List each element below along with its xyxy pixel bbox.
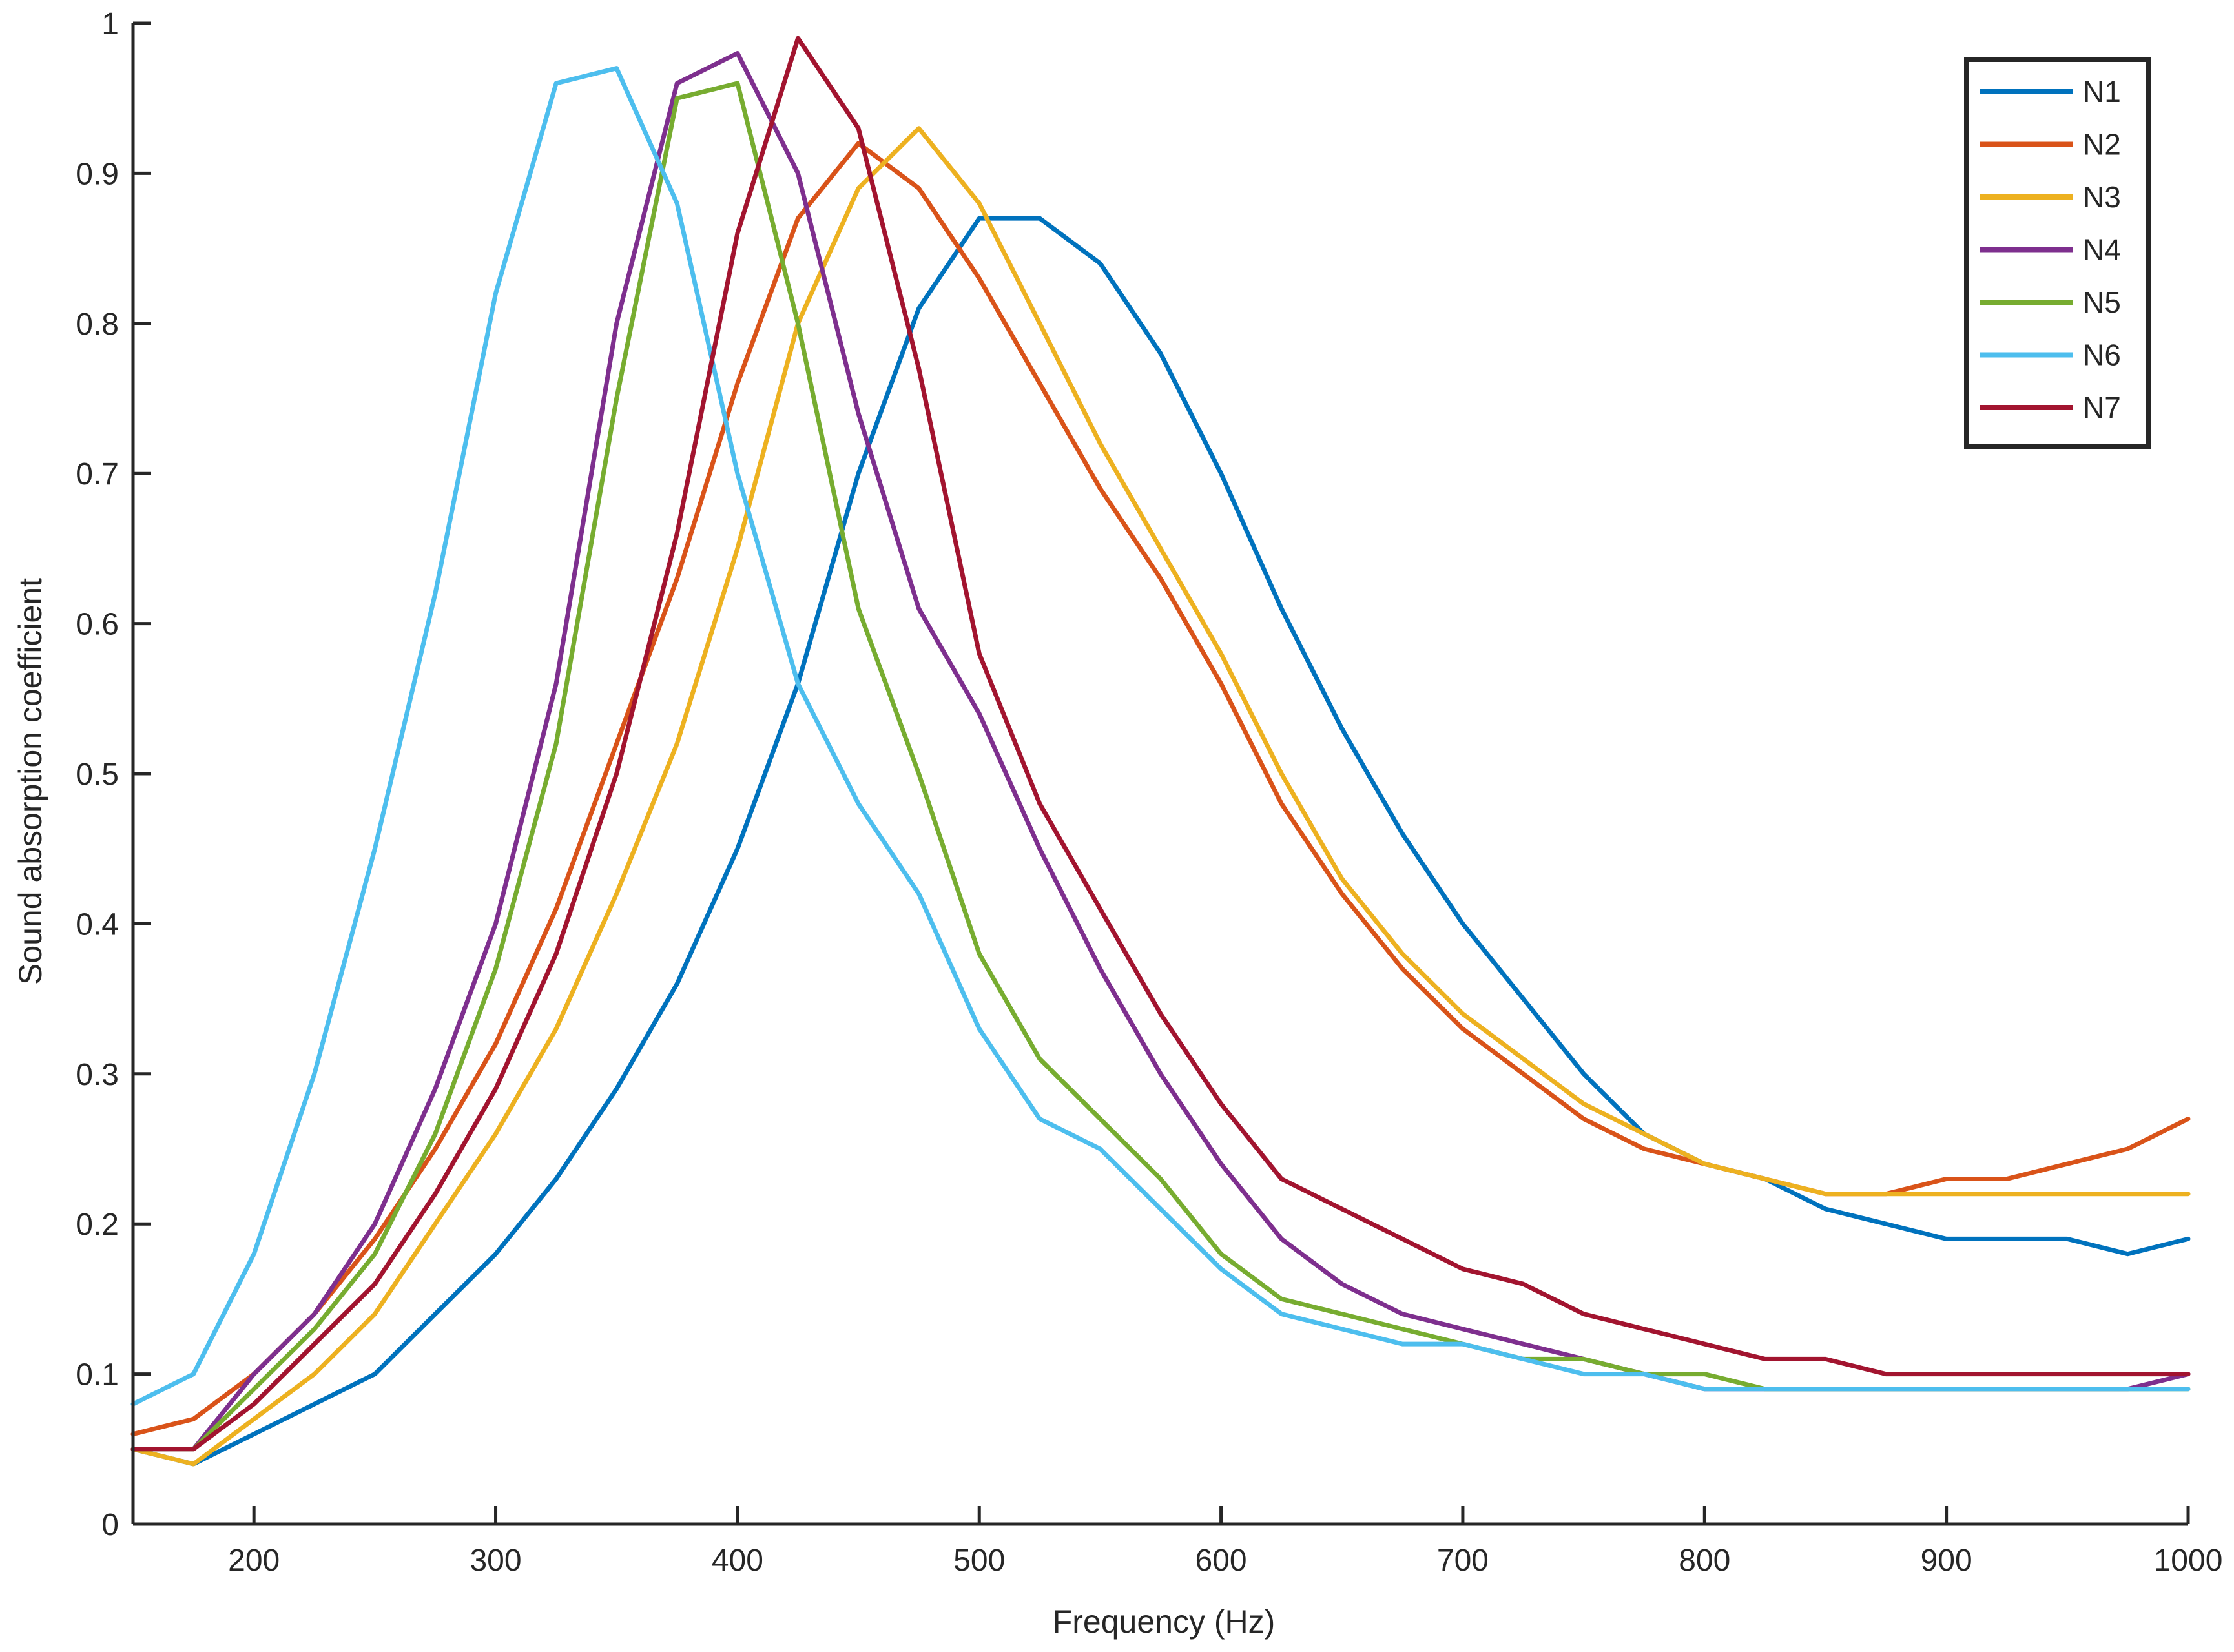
- x-tick-label-500: 500: [953, 1544, 1005, 1578]
- y-tick-label-3: 0.3: [76, 1058, 119, 1092]
- series-line-n6: [130, 66, 2191, 1407]
- legend-label-n4: N4: [2083, 233, 2121, 267]
- y-tick-label-2: 0.2: [76, 1208, 119, 1242]
- series-line-n3: [130, 126, 2191, 1467]
- legend-label-n3: N3: [2083, 180, 2121, 214]
- y-axis-label: Sound absorption coefficient: [12, 578, 48, 985]
- legend-label-n5: N5: [2083, 285, 2121, 319]
- x-tick-label-200: 200: [228, 1544, 280, 1578]
- y-tick-label-4: 0.4: [76, 907, 119, 942]
- y-tick-label-7: 0.7: [76, 457, 119, 491]
- y-tick-label-1: 0.1: [76, 1358, 119, 1392]
- x-tick-label-700: 700: [1437, 1544, 1489, 1578]
- x-tick-label-600: 600: [1195, 1544, 1247, 1578]
- legend-label-n6: N6: [2083, 338, 2121, 372]
- y-tick-label-6: 0.6: [76, 608, 119, 642]
- series-line-n7: [130, 36, 2191, 1452]
- y-tick-label-8: 0.8: [76, 307, 119, 342]
- legend-box: [1964, 57, 2151, 449]
- ticks-layer: 200 300 400 500 600 700 800 900 1000 0 0.1 0.2 0.3 0.…: [76, 7, 2222, 1578]
- x-tick-label-1000: 1000: [2154, 1544, 2223, 1578]
- legend: N1 N2 N3 N4 N5 N6 N7: [1964, 57, 2151, 449]
- legend-label-n7: N7: [2083, 391, 2121, 424]
- x-tick-label-400: 400: [712, 1544, 763, 1578]
- y-tick-label-0: 0: [101, 1508, 119, 1542]
- x-tick-label-900: 900: [1921, 1544, 1972, 1578]
- x-axis-label: Frequency (Hz): [1053, 1604, 1276, 1640]
- series-layer: [130, 36, 2191, 1467]
- legend-label-n1: N1: [2083, 75, 2121, 108]
- y-tick-label-5: 0.5: [76, 758, 119, 792]
- y-tick-label-9: 0.9: [76, 157, 119, 191]
- series-line-n1: [130, 216, 2191, 1467]
- x-tick-label-300: 300: [470, 1544, 521, 1578]
- legend-label-n2: N2: [2083, 128, 2121, 161]
- y-tick-label-10: 1: [101, 7, 119, 41]
- x-tick-label-800: 800: [1679, 1544, 1730, 1578]
